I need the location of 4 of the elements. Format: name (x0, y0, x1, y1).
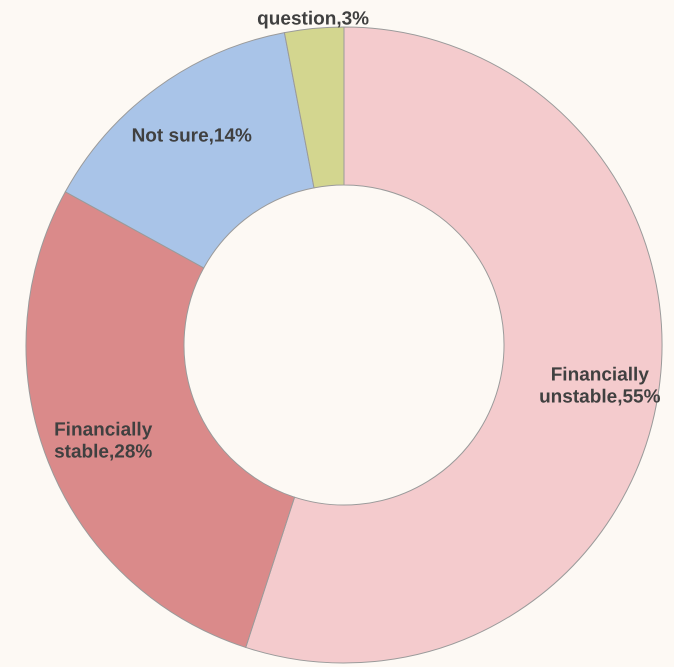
slice-label: question,3% (257, 8, 370, 29)
slice-label: Financially unstable,55% (539, 364, 661, 408)
slice-label: Not sure,14% (132, 124, 252, 146)
slice-label: Financially stable,28% (54, 418, 153, 462)
